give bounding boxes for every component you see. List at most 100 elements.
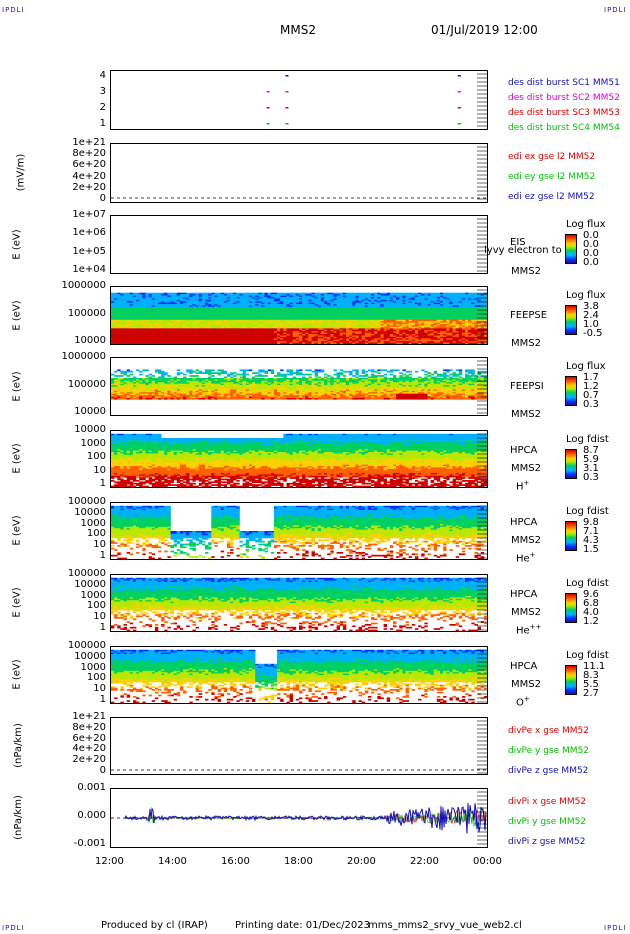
- hpca_o-instrument-label: HPCA: [510, 661, 537, 672]
- burst-marker: [266, 107, 270, 109]
- hpca_hepp-spacecraft-label: MMS2: [511, 607, 541, 618]
- hpca_he-species-label: He+: [516, 551, 536, 564]
- time-tick-label: 00:00: [473, 856, 502, 867]
- hpca_o-spacecraft-label: MMS2: [511, 679, 541, 690]
- hpca_h-plot-area: [111, 433, 487, 487]
- hpca_he-ytick-label: 100: [26, 528, 106, 539]
- feeps_e-ytick-label: 10000: [26, 335, 106, 346]
- hpca_hepp-colorbar-tick: 4.0: [583, 607, 599, 618]
- hpca_o-ytick-label: 1000: [26, 662, 106, 673]
- feeps_e-ytick-label: 1000000: [26, 280, 106, 291]
- feeps_e-colorbar-tick: 3.8: [583, 301, 599, 312]
- divpe-legend-2: divPe y gse MM52: [508, 746, 589, 756]
- hpca_o-colorbar-tick: 11.1: [583, 661, 605, 672]
- feeps_e-colorbar-tick: -0.5: [583, 328, 603, 339]
- eis-instrument-label: EIS: [510, 237, 526, 248]
- panel-divpi: [110, 788, 488, 848]
- feeps_i-colorbar-title: Log flux: [566, 361, 606, 372]
- hpca_o-species-label: O+: [516, 695, 530, 708]
- hpca_h-colorbar-tick: 3.1: [583, 463, 599, 474]
- burst-marker: [285, 91, 289, 93]
- feeps_i-ytick-label: 10000: [26, 406, 106, 417]
- eis-colorbar-tick: 0.0: [583, 248, 599, 259]
- eis-plot-area: [477, 218, 487, 272]
- divpe-plot-area: [111, 720, 487, 774]
- hpca_hepp-instrument-label: HPCA: [510, 589, 537, 600]
- edi_e-plot-area: [111, 146, 487, 200]
- divpi-ytick-label: -0.001: [26, 838, 106, 849]
- hpca_he-ytick-label: 1000: [26, 518, 106, 529]
- corner-mark-top-left: IPDLI: [2, 6, 25, 14]
- edi_e-ytick-label: 0: [26, 193, 106, 204]
- burst-marker: [457, 107, 461, 109]
- feeps_i-spacecraft-label: MMS2: [511, 409, 541, 420]
- hpca_he-colorbar-tick: 4.3: [583, 535, 599, 546]
- hpca_hepp-plot-area: [111, 577, 487, 631]
- eis-colorbar-tick: 0.0: [583, 230, 599, 241]
- footer-produced-by: Produced by cl (IRAP): [101, 920, 208, 931]
- hpca_he-plot-area: [111, 505, 487, 559]
- edi_e-ytick-label: 8e+20: [26, 148, 106, 159]
- feeps_e-ytick-label: 100000: [26, 308, 106, 319]
- feeps_e-colorbar: [565, 305, 577, 335]
- panel-divpe: [110, 717, 488, 775]
- hpca_hepp-ytick-label: 10000: [26, 579, 106, 590]
- burst-ytick-label: 3: [26, 86, 106, 97]
- hpca_h-colorbar-title: Log fdist: [566, 434, 609, 445]
- burst-marker: [457, 75, 461, 77]
- hpca_hepp-colorbar-tick: 6.8: [583, 598, 599, 609]
- eis-colorbar-title: Log flux: [566, 219, 606, 230]
- hpca_hepp-ytick-label: 1000: [26, 590, 106, 601]
- hpca_o-colorbar-title: Log fdist: [566, 650, 609, 661]
- feeps_e-spacecraft-label: MMS2: [511, 338, 541, 349]
- burst-marker: [285, 107, 289, 109]
- hpca_o-colorbar-tick: 8.3: [583, 670, 599, 681]
- feeps_e-instrument-label: FEEPSE: [510, 310, 547, 321]
- edi_e-ytick-label: 6e+20: [26, 159, 106, 170]
- burst-marker: [457, 123, 461, 125]
- hpca_o-ytick-label: 10000: [26, 651, 106, 662]
- feeps_i-instrument-label: FEEPSI: [510, 381, 544, 392]
- hpca_o-ytick-label: 10: [26, 683, 106, 694]
- time-tick-label: 16:00: [221, 856, 250, 867]
- feeps_i-colorbar-tick: 0.7: [583, 390, 599, 401]
- hpca_h-ytick-label: 10000: [26, 424, 106, 435]
- hpca_h-colorbar-tick: 8.7: [583, 445, 599, 456]
- hpca_h-colorbar-tick: 0.3: [583, 472, 599, 483]
- feeps_i-y-axis-label: E (eV): [12, 371, 23, 401]
- hpca_h-colorbar: [565, 449, 577, 479]
- feeps_i-colorbar-tick: 0.3: [583, 399, 599, 410]
- time-tick-label: 20:00: [347, 856, 376, 867]
- eis-colorbar: [565, 234, 577, 264]
- corner-mark-bottom-right: IPDLI: [604, 924, 627, 932]
- eis-y-axis-label: E (eV): [12, 229, 23, 259]
- panel-hpca_he: [110, 502, 488, 560]
- panel-edi_e: [110, 143, 488, 203]
- divpe-legend-3: divPe z gse MM52: [508, 766, 588, 776]
- burst-marker: [457, 91, 461, 93]
- hpca_h-species-label: H+: [516, 479, 529, 492]
- hpca_hepp-colorbar-tick: 9.6: [583, 589, 599, 600]
- time-tick-label: 18:00: [284, 856, 313, 867]
- hpca_he-y-axis-label: E (eV): [12, 515, 23, 545]
- feeps_i-ytick-label: 1000000: [26, 351, 106, 362]
- panel-eis: [110, 215, 488, 274]
- hpca_o-colorbar-tick: 5.5: [583, 679, 599, 690]
- burst-ytick-label: 4: [26, 70, 106, 81]
- hpca_he-colorbar-tick: 1.5: [583, 544, 599, 555]
- burst-marker: [285, 123, 289, 125]
- panel-hpca_o: [110, 646, 488, 704]
- hpca_he-colorbar: [565, 521, 577, 551]
- corner-mark-bottom-left: IPDLI: [2, 924, 25, 932]
- hpca_hepp-ytick-label: 100000: [26, 568, 106, 579]
- hpca_hepp-ytick-label: 100: [26, 600, 106, 611]
- corner-mark-top-right: IPDLI: [604, 6, 627, 14]
- divpe-legend-1: divPe x gse MM52: [508, 726, 589, 736]
- edi_e-y-axis-label: (mV/m): [15, 154, 26, 192]
- edi_e-ytick-label: 4e+20: [26, 171, 106, 182]
- feeps_i-plot-area: [111, 360, 487, 414]
- edi_e-ytick-label: 1e+21: [26, 137, 106, 148]
- time-tick-label: 12:00: [95, 856, 124, 867]
- spacecraft-title: MMS2: [280, 23, 316, 37]
- hpca_he-ytick-label: 10: [26, 539, 106, 550]
